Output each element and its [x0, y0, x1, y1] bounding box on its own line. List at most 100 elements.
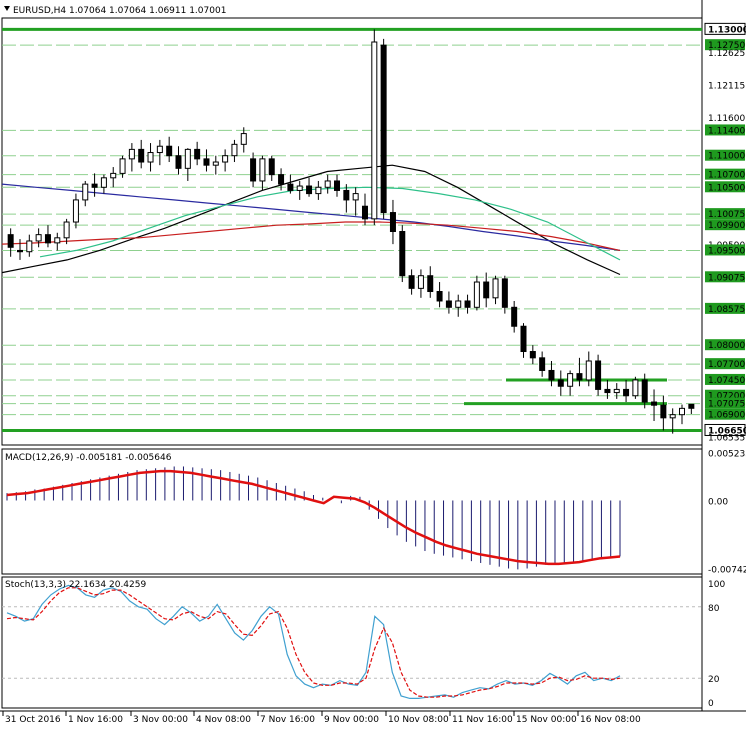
- price-tag-bg-7: [705, 168, 745, 180]
- main-chart-title: EURUSD,H4 1.07064 1.07064 1.06911 1.0700…: [13, 6, 226, 16]
- candle-body-8: [82, 183, 89, 201]
- candle-body-27: [259, 158, 266, 182]
- candle-body-43: [408, 275, 415, 289]
- candle-body-56: [529, 351, 536, 359]
- candle-body-15: [147, 152, 154, 163]
- price-label-9: 1.10075: [708, 210, 745, 220]
- stoch-line-1: [6, 584, 621, 700]
- candle-body-35: [334, 180, 341, 191]
- candle-body-58: [548, 369, 555, 381]
- price-label-6: 1.11000: [708, 152, 745, 162]
- candle-body-25: [240, 133, 247, 145]
- candle-body-68: [641, 379, 648, 403]
- price-label-22: 1.06535: [708, 434, 745, 444]
- price-tag-bg-15: [705, 339, 745, 351]
- price-label-18: 1.07200: [708, 392, 745, 402]
- candle-body-41: [389, 212, 396, 232]
- candle-body-31: [296, 185, 303, 191]
- candle-body-3: [35, 234, 42, 242]
- price-tag-bg-12: [705, 244, 745, 256]
- candle-body-50: [473, 281, 480, 308]
- price-label-16: 1.07700: [708, 360, 745, 370]
- candle-body-24: [231, 143, 238, 157]
- price-label-3: 1.12115: [708, 81, 745, 91]
- candle-body-66: [623, 388, 630, 397]
- price-tag-bg-14: [705, 302, 745, 314]
- candle-body-29: [278, 174, 285, 185]
- price-tag-bg-5: [705, 124, 745, 136]
- candle-body-49: [464, 300, 471, 308]
- stoch-axis-label-2: 20: [708, 675, 720, 685]
- price-label-13: 1.09075: [708, 273, 745, 283]
- candle-body-0: [7, 234, 14, 248]
- candle-body-26: [250, 158, 257, 182]
- price-label-20: 1.06900: [708, 411, 745, 421]
- candle-body-73: [688, 403, 695, 409]
- candle-body-47: [445, 300, 452, 308]
- stoch-axis-label-1: 80: [708, 604, 720, 614]
- candle-body-5: [54, 237, 61, 244]
- candle-body-37: [352, 193, 359, 201]
- candle-body-45: [427, 275, 434, 293]
- candle-body-11: [110, 172, 117, 179]
- candle-body-19: [184, 148, 191, 169]
- candle-body-20: [194, 148, 201, 160]
- candle-body-9: [91, 183, 98, 188]
- price-label-4: 1.11600: [708, 114, 745, 124]
- price-label-2: 1.12625: [708, 49, 745, 59]
- price-label-14: 1.08575: [708, 305, 745, 315]
- price-tag-bg-20: [705, 408, 745, 420]
- candle-body-61: [576, 373, 583, 381]
- candle-body-40: [380, 44, 387, 214]
- time-label-1: 1 Nov 16:00: [68, 715, 123, 725]
- candle-body-17: [166, 145, 173, 157]
- candle-body-52: [492, 278, 499, 299]
- time-label-2: 3 Nov 00:00: [133, 715, 188, 725]
- candle-body-39: [371, 41, 378, 220]
- candle-body-48: [455, 300, 462, 308]
- macd-axis-label-0: 0.005235: [708, 449, 746, 459]
- price-tag-bg-8: [705, 181, 745, 193]
- price-label-10: 1.09900: [708, 221, 745, 231]
- price-tag-bg-21: [704, 423, 746, 436]
- time-label-8: 15 Nov 00:00: [516, 715, 577, 725]
- price-label-12: 1.09500: [708, 246, 745, 256]
- price-label-5: 1.11400: [708, 126, 745, 136]
- price-tag-bg-18: [705, 389, 745, 401]
- candle-body-46: [436, 291, 443, 302]
- moving-average-3: [1, 221, 621, 251]
- price-label-7: 1.10700: [708, 171, 745, 181]
- candle-body-64: [604, 388, 611, 394]
- candle-body-2: [26, 240, 33, 253]
- candle-body-71: [669, 414, 676, 419]
- stoch-line-2: [6, 587, 621, 698]
- moving-average-2: [1, 183, 621, 251]
- candle-body-51: [483, 281, 490, 299]
- price-tag-bg-0: [704, 22, 746, 35]
- price-tag-bg-6: [705, 149, 745, 161]
- candle-body-23: [222, 155, 229, 163]
- candle-body-1: [16, 249, 23, 253]
- macd-axis-label-2: -0.007426: [708, 566, 746, 576]
- price-label-8: 1.10500: [708, 183, 745, 193]
- price-label-1: 1.12750: [708, 41, 745, 51]
- candle-body-22: [212, 161, 219, 166]
- macd-axis-label-1: 0.00: [708, 497, 728, 507]
- time-label-4: 7 Nov 16:00: [260, 715, 315, 725]
- candle-body-55: [520, 325, 527, 353]
- candle-body-13: [128, 148, 135, 160]
- candle-body-28: [268, 158, 275, 176]
- candle-body-70: [660, 404, 667, 419]
- time-label-9: 16 Nov 08:00: [580, 715, 641, 725]
- time-label-0: 31 Oct 2016: [5, 715, 61, 725]
- price-label-0: 1.13000: [708, 25, 746, 35]
- candle-body-18: [175, 155, 182, 169]
- price-label-19: 1.07075: [708, 400, 745, 410]
- stoch-title: Stoch(13,3,3) 22.1634 20.4259: [5, 580, 146, 590]
- price-label-17: 1.07450: [708, 376, 745, 386]
- candle-body-59: [557, 379, 564, 387]
- candle-body-54: [511, 306, 518, 327]
- candle-body-14: [138, 148, 145, 163]
- macd-title: MACD(12,26,9) -0.005181 -0.005646: [5, 453, 172, 463]
- candle-body-30: [287, 183, 294, 191]
